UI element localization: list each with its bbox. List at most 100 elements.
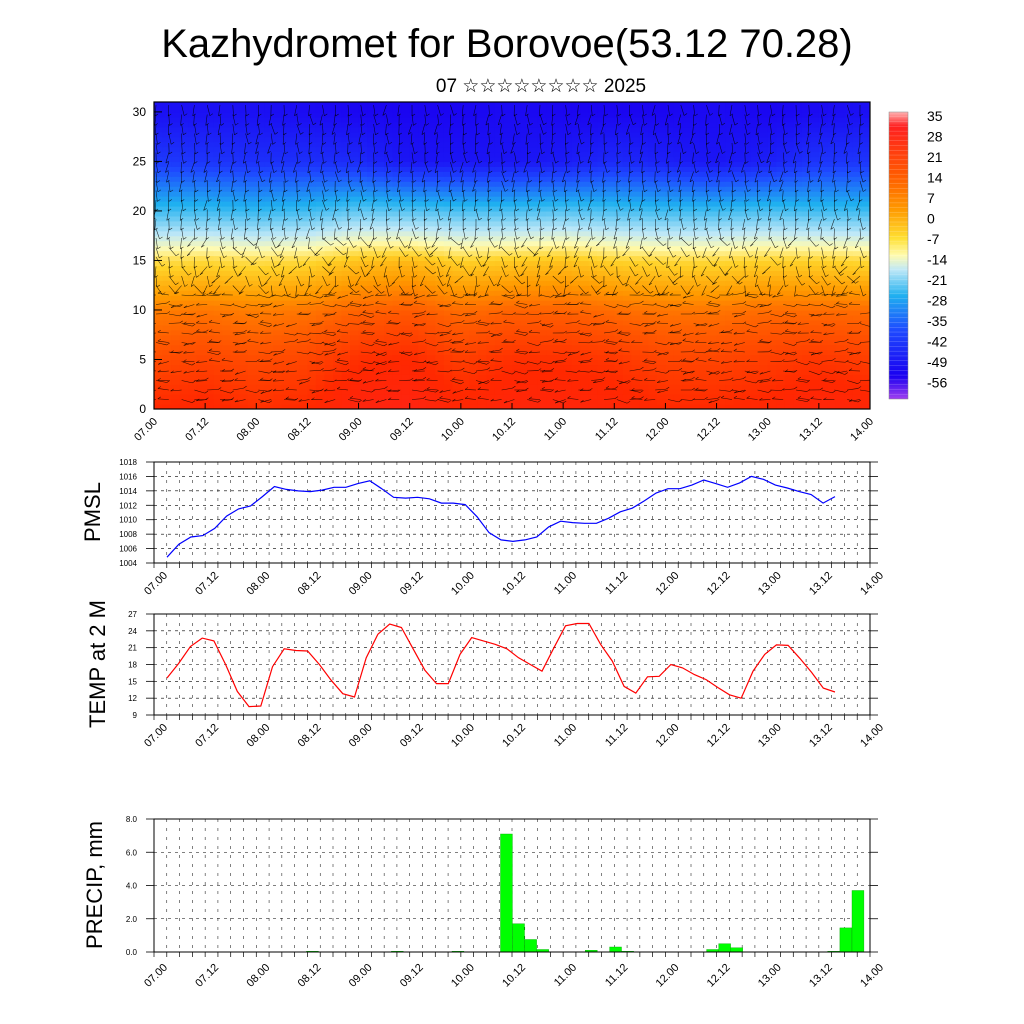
- heatmap-cell: [844, 201, 854, 207]
- heatmap-cell: [435, 126, 445, 133]
- heatmap-cell: [835, 255, 846, 262]
- heatmap-cell: [469, 305, 479, 311]
- heatmap-cell: [443, 324, 453, 331]
- heatmap-cell: [861, 230, 870, 237]
- heatmap-cell: [708, 374, 718, 380]
- heatmap-cell: [622, 309, 632, 316]
- heatmap-cell: [494, 230, 505, 237]
- heatmap-cell: [477, 146, 488, 153]
- heatmap-cell: [844, 156, 854, 163]
- heatmap-cell: [503, 171, 513, 177]
- heatmap-cell: [656, 309, 667, 316]
- heatmap-cell: [503, 384, 513, 390]
- heatmap-cell: [341, 245, 351, 252]
- heatmap-cell: [639, 379, 649, 385]
- heatmap-cell: [494, 235, 505, 242]
- heatmap-cell: [861, 300, 870, 306]
- heatmap-cell: [844, 116, 854, 123]
- heatmap-cell: [639, 295, 649, 301]
- heatmap-cell: [733, 196, 743, 202]
- heatmap-cell: [486, 309, 496, 316]
- heatmap-cell: [477, 270, 488, 276]
- heatmap-cell: [648, 324, 658, 331]
- heatmap-cell: [239, 319, 249, 326]
- heatmap-cell: [554, 309, 564, 316]
- heatmap-cell: [835, 344, 846, 351]
- heatmap-cell: [810, 240, 820, 247]
- heatmap-cell: [852, 329, 863, 336]
- heatmap-cell: [793, 275, 803, 281]
- heatmap-cell: [486, 394, 496, 400]
- heatmap-cell: [665, 354, 675, 361]
- heatmap-cell: [477, 201, 488, 207]
- heatmap-cell: [222, 186, 232, 192]
- heatmap-cell: [801, 235, 811, 242]
- heatmap-cell: [324, 285, 334, 291]
- heatmap-cell: [333, 220, 343, 227]
- heatmap-cell: [375, 344, 385, 351]
- heatmap-cell: [733, 349, 743, 356]
- heatmap-cell: [401, 131, 411, 138]
- heatmap-cell: [264, 379, 274, 385]
- heatmap-cell: [733, 265, 743, 271]
- heatmap-cell: [162, 210, 172, 217]
- heatmap-cell: [239, 374, 249, 380]
- heatmap-cell: [537, 280, 547, 286]
- heatmap-cell: [673, 205, 684, 212]
- heatmap-cell: [188, 151, 198, 158]
- heatmap-cell: [230, 324, 240, 331]
- heatmap-cell: [324, 156, 334, 163]
- heatmap-cell: [852, 389, 863, 395]
- heatmap-cell: [435, 141, 445, 148]
- heatmap-cell: [264, 186, 274, 192]
- heatmap-cell: [691, 260, 701, 267]
- heatmap-cell: [503, 344, 513, 351]
- heatmap-cell: [691, 394, 701, 400]
- heatmap-cell: [818, 210, 828, 217]
- heatmap-cell: [469, 369, 479, 375]
- heatmap-cell: [801, 384, 811, 390]
- heatmap-cell: [409, 181, 419, 187]
- heatmap-cell: [588, 171, 598, 177]
- heatmap-cell: [392, 399, 402, 405]
- heatmap-cell: [341, 394, 351, 400]
- heatmap-cell: [742, 364, 752, 370]
- heatmap-cell: [597, 275, 607, 281]
- heatmap-cell: [529, 309, 539, 316]
- heatmap-cell: [239, 235, 249, 242]
- heatmap-cell: [392, 305, 402, 311]
- heatmap-cell: [554, 116, 564, 123]
- heatmap-cell: [179, 404, 189, 409]
- heatmap-cell: [486, 161, 496, 167]
- heatmap-cell: [597, 141, 607, 148]
- heatmap-cell: [384, 334, 394, 341]
- heatmap-cell: [486, 181, 496, 187]
- heatmap-cell: [418, 240, 428, 247]
- heatmap-cell: [341, 111, 351, 118]
- heatmap-cell: [554, 389, 564, 395]
- heatmap-cell: [162, 280, 172, 286]
- heatmap-cell: [759, 181, 769, 187]
- heatmap-cell: [179, 329, 189, 336]
- heatmap-cell: [793, 389, 803, 395]
- heatmap-cell: [273, 245, 283, 252]
- heatmap-cell: [367, 191, 377, 197]
- heatmap-cell: [307, 394, 317, 400]
- heatmap-cell: [571, 270, 581, 276]
- heatmap-cell: [699, 136, 709, 143]
- heatmap-cell: [460, 146, 470, 153]
- heatmap-cell: [801, 260, 811, 267]
- heatmap-cell: [171, 314, 181, 321]
- heatmap-cell: [665, 305, 675, 311]
- heatmap-cell: [665, 191, 675, 197]
- heatmap-cell: [392, 349, 402, 356]
- heatmap-cell: [580, 295, 590, 301]
- heatmap-cell: [213, 245, 223, 252]
- heatmap-cell: [537, 329, 547, 336]
- heatmap-cell: [179, 126, 189, 133]
- heatmap-cell: [213, 295, 223, 301]
- heatmap-cell: [154, 285, 164, 291]
- heatmap-cell: [691, 146, 701, 153]
- heatmap-cell: [162, 265, 172, 271]
- heatmap-cell: [256, 255, 266, 262]
